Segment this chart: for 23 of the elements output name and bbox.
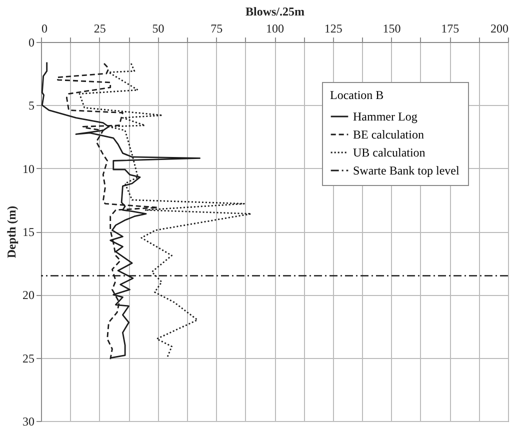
y-tick-label: 20 [22,288,34,302]
legend-label: BE calculation [353,128,424,142]
legend-label: Swarte Bank top level [353,164,460,178]
legend-title: Location B [330,88,384,102]
y-tick-label: 15 [22,225,34,239]
y-tick-label: 30 [22,414,34,428]
legend-label: Hammer Log [353,110,418,124]
y-tick-label: 25 [22,351,34,366]
x-tick-label: 75 [210,22,223,36]
x-tick-label: 50 [152,22,164,36]
x-axis-title: Blows/.25m [245,4,305,18]
legend-label: UB calculation [353,146,426,160]
y-tick-label: 5 [28,98,34,113]
y-axis-title: Depth (m) [4,206,18,258]
x-tick-label: 125 [324,22,342,36]
x-tick-label: 150 [382,22,401,36]
y-tick-label: 0 [28,36,34,50]
x-tick-label: 100 [266,22,284,36]
y-tick-label: 10 [22,162,34,176]
x-tick-label: 175 [441,22,460,36]
x-tick-label: 25 [94,22,106,36]
x-tick-label: 0 [42,22,48,36]
x-tick-label: 200 [490,22,508,36]
